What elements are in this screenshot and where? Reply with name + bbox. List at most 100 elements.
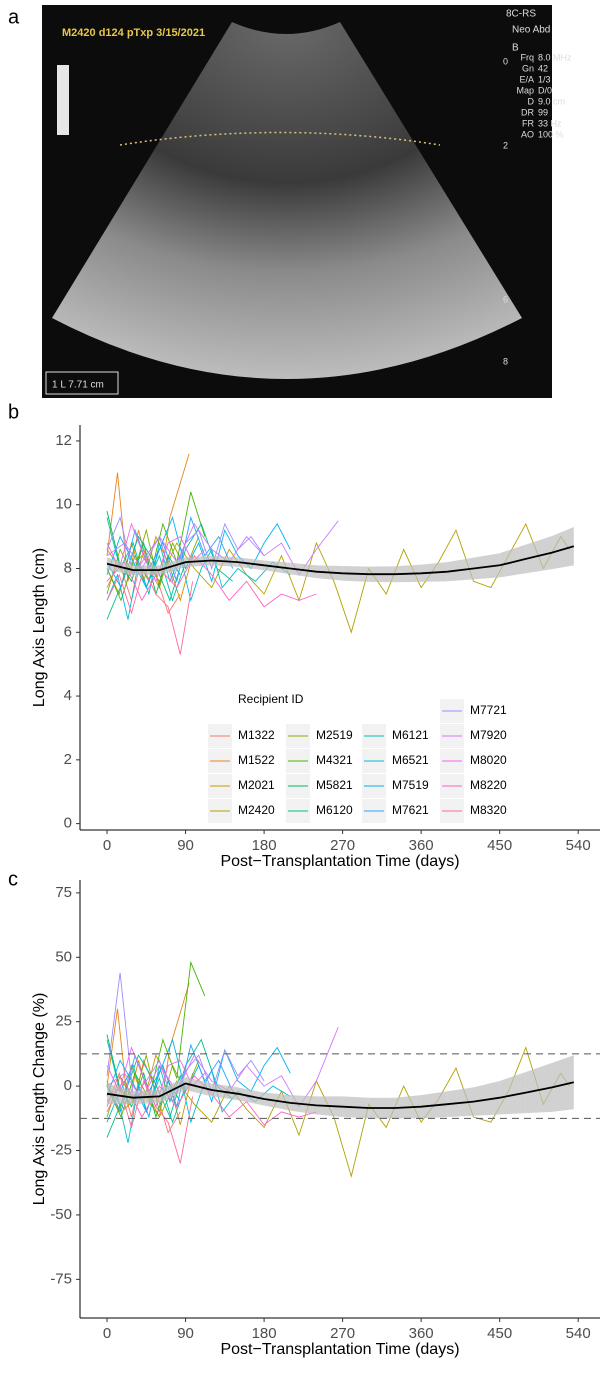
y-tick-label: 6	[64, 623, 72, 640]
depth-mark: 6	[503, 294, 508, 304]
legend-label: M7519	[392, 778, 429, 792]
confidence-band	[107, 1083, 134, 1105]
param-name: FR	[522, 118, 534, 128]
preset: Neo Abd	[512, 25, 550, 36]
depth-mark: 2	[503, 140, 508, 150]
series-line	[106, 542, 291, 620]
y-tick-label: 8	[64, 559, 72, 576]
param-name: D	[528, 96, 535, 106]
legend-label: M6120	[316, 803, 353, 817]
trend-line	[106, 545, 575, 576]
y-tick-label: 25	[55, 1013, 72, 1030]
x-tick-label: 450	[487, 1325, 512, 1342]
y-tick-label: 4	[64, 687, 72, 704]
x-tick-label: 0	[103, 837, 111, 854]
y-tick-label: 0	[64, 815, 72, 832]
gray-scale-bar	[57, 65, 69, 135]
x-tick-label: 540	[566, 837, 591, 854]
param-name: Gn	[522, 63, 534, 73]
x-tick-label: 270	[330, 1325, 355, 1342]
depth-mark: 0	[503, 56, 508, 66]
param-value: 42	[538, 63, 548, 73]
legend-label: M8020	[470, 753, 507, 767]
series-line	[106, 491, 206, 602]
y-tick-label: 10	[55, 496, 72, 513]
legend-label: M2021	[238, 778, 275, 792]
caliper-line	[119, 131, 441, 146]
legend-label: M7621	[392, 803, 429, 817]
confidence-band	[552, 527, 574, 570]
image-header: M2420 d124 pTxp 3/15/2021	[62, 27, 205, 39]
legend-title: Recipient ID	[238, 692, 304, 706]
x-tick-label: 0	[103, 1325, 111, 1342]
y-tick-label: 50	[55, 948, 72, 965]
param-name: AO	[521, 129, 534, 139]
legend-label: M7721	[470, 703, 507, 717]
x-tick-label: 360	[409, 837, 434, 854]
mode: B	[512, 43, 519, 54]
param-value: 33 Hz	[538, 118, 562, 128]
param-name: Map	[516, 85, 534, 95]
scan-sector	[52, 22, 522, 379]
legend-label: M8320	[470, 803, 507, 817]
probe: 8C-RS	[506, 9, 536, 20]
y-axis-title: Long Axis Length Change (%)	[31, 993, 48, 1206]
legend-label: M1522	[238, 753, 275, 767]
series-line	[106, 960, 206, 1119]
x-axis-title: Post−Transplantation Time (days)	[220, 853, 459, 870]
param-value: 100 %	[538, 129, 564, 139]
x-tick-label: 90	[177, 1325, 194, 1342]
confidence-band	[525, 535, 553, 574]
legend-label: M5821	[316, 778, 353, 792]
y-tick-label: -75	[50, 1270, 72, 1287]
legend-label: M8220	[470, 778, 507, 792]
series-line	[106, 1053, 194, 1125]
y-tick-label: 12	[55, 432, 72, 449]
y-tick-label: -25	[50, 1141, 72, 1158]
series-line	[106, 554, 317, 608]
measure-box	[45, 371, 119, 395]
param-value: D/0	[538, 85, 552, 95]
panel-label: a	[8, 6, 20, 28]
legend-label: M2519	[316, 728, 353, 742]
param-value: 8.0 MHz	[538, 52, 572, 62]
trend-line	[106, 1081, 575, 1109]
legend-label: M1322	[238, 728, 275, 742]
legend-label: M7920	[470, 728, 507, 742]
confidence-band	[525, 1062, 553, 1114]
panel-label: b	[8, 401, 19, 423]
ultrasound-image: M2420 d124 pTxp 3/15/2021 8C-RS Neo Abd …	[42, 5, 572, 398]
series-line	[106, 567, 194, 655]
legend-label: M2420	[238, 803, 275, 817]
param-name: Frq	[521, 52, 535, 62]
y-tick-label: 75	[55, 884, 72, 901]
param-value: 99	[538, 107, 548, 117]
panel-label: c	[8, 868, 18, 890]
x-tick-label: 180	[252, 837, 277, 854]
param-name: DR	[521, 107, 534, 117]
legend-label: M6121	[392, 728, 429, 742]
confidence-band	[499, 1071, 526, 1115]
confidence-band	[499, 544, 526, 578]
x-axis-title: Post−Transplantation Time (days)	[220, 1341, 459, 1358]
confidence-band	[552, 1055, 574, 1112]
y-tick-label: 0	[64, 1077, 72, 1094]
series-line	[106, 1058, 181, 1134]
x-tick-label: 540	[566, 1325, 591, 1342]
param-value: 1/3	[538, 74, 551, 84]
confidence-band	[473, 1080, 500, 1116]
depth-mark: 8	[503, 356, 508, 366]
measurement: 1 L 7.71 cm	[52, 380, 104, 391]
param-name: E/A	[519, 74, 534, 84]
legend-label: M4321	[316, 753, 353, 767]
y-tick-label: -50	[50, 1206, 72, 1223]
x-tick-label: 180	[252, 1325, 277, 1342]
param-value: 9.0 cm	[538, 96, 565, 106]
y-axis-title: Long Axis Length (cm)	[31, 548, 48, 707]
series-line	[106, 522, 206, 583]
x-tick-label: 360	[409, 1325, 434, 1342]
legend-label: M6521	[392, 753, 429, 767]
y-tick-label: 2	[64, 751, 72, 768]
x-tick-label: 90	[177, 837, 194, 854]
